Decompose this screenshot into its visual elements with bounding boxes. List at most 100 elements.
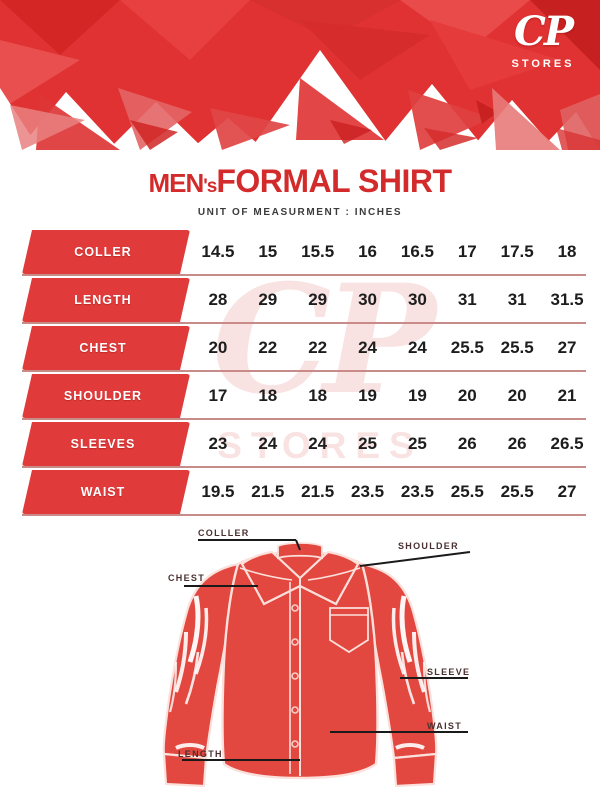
table-cell: 27	[557, 338, 577, 357]
table-cell: 22	[308, 338, 328, 357]
row-label: CHEST	[79, 341, 127, 355]
page-subtitle: UNIT OF MEASURMENT : INCHES	[197, 207, 403, 218]
table-cell: 25.5	[450, 482, 484, 501]
table-cell: 25.5	[500, 482, 534, 501]
table-cell: 18	[258, 386, 278, 405]
table-cell: 29	[308, 290, 328, 309]
row-values: 23 24 24 25 25 26 26 26.5	[193, 422, 592, 466]
table-row: WAIST 19.5 21.5 21.5 23.5 23.5 25.5 25.5 27	[0, 468, 600, 516]
leader-shoulder	[359, 551, 471, 567]
row-separator	[22, 322, 586, 324]
row-label: SLEEVES	[70, 437, 136, 451]
table-cell: 22	[258, 338, 278, 357]
row-label-shape	[22, 422, 190, 466]
row-label: LENGTH	[74, 293, 132, 307]
table-cell: 23.5	[400, 482, 434, 501]
table-cell: 18	[557, 242, 577, 261]
table-cell: 23	[208, 434, 228, 453]
table-cell: 26	[507, 434, 527, 453]
row-label-shape	[22, 374, 190, 418]
table-cell: 17	[208, 386, 228, 405]
table-cell: 24	[308, 434, 328, 453]
table-cell: 20	[457, 386, 477, 405]
table-cell: 25.5	[500, 338, 534, 357]
table-cell: 15.5	[301, 242, 335, 261]
title-men-word: MEN	[148, 168, 204, 198]
header-banner: CP STORES	[0, 0, 600, 150]
table-row: SLEEVES 23 24 24 25 25 26 26 26.5	[0, 420, 600, 468]
row-label-shape	[22, 278, 190, 322]
title-formal-shirt: FORMAL SHIRT	[216, 163, 452, 199]
table-cell: 28	[208, 290, 228, 309]
diagram-label-chest: CHEST	[168, 573, 206, 583]
table-cell: 19	[358, 386, 378, 405]
table-cell: 25.5	[450, 338, 484, 357]
row-values: 20 22 22 24 24 25.5 25.5 27	[193, 326, 592, 370]
size-chart-table: COLLER 14.5 15 15.5 16 16.5 17 17.5 18 LENGTH 28 29…	[0, 228, 600, 516]
row-label: WAIST	[80, 485, 126, 499]
row-values: 19.5 21.5 21.5 23.5 23.5 25.5 25.5 27	[193, 470, 592, 514]
table-cell: 21.5	[301, 482, 335, 501]
row-separator	[22, 418, 586, 420]
shirt-diagram: COLLLER SHOULDER CHEST SLEEVE WAIST LENG…	[0, 512, 600, 800]
title-apostrophe-s: 's	[203, 176, 217, 197]
table-cell: 30	[407, 290, 427, 309]
table-cell: 31	[507, 290, 527, 309]
table-cell: 16	[358, 242, 378, 261]
table-cell: 30	[358, 290, 378, 309]
table-cell: 24	[258, 434, 278, 453]
table-cell: 14.5	[201, 242, 235, 261]
table-row: LENGTH 28 29 29 30 30 31 31 31.5	[0, 276, 600, 324]
title-block: MEN'sFORMAL SHIRT UNIT OF MEASURMENT : I…	[0, 163, 600, 218]
page-title: MEN'sFORMAL SHIRT	[0, 163, 600, 200]
row-separator	[22, 514, 586, 516]
table-cell: 15	[258, 242, 278, 261]
diagram-label-sleeve: SLEEVE	[427, 667, 471, 677]
shirt-body	[162, 542, 438, 788]
table-cell: 20	[507, 386, 527, 405]
brand-logo-subtitle: STORES	[511, 58, 575, 70]
brand-logo: CP STORES	[500, 8, 586, 90]
table-cell: 19	[407, 386, 427, 405]
row-label-shape	[22, 470, 190, 514]
table-cell: 17.5	[500, 242, 534, 261]
table-cell: 17	[457, 242, 477, 261]
table-row: CHEST 20 22 22 24 24 25.5 25.5 27	[0, 324, 600, 372]
table-cell: 19.5	[201, 482, 235, 501]
row-separator	[22, 274, 586, 276]
row-label: COLLER	[74, 245, 132, 259]
row-values: 14.5 15 15.5 16 16.5 17 17.5 18	[193, 230, 592, 274]
table-cell: 18	[308, 386, 328, 405]
table-cell: 20	[208, 338, 228, 357]
table-row: SHOULDER 17 18 18 19 19 20 20 21	[0, 372, 600, 420]
diagram-label-length: LENGTH	[178, 749, 223, 759]
diagram-label-coller: COLLLER	[198, 528, 250, 538]
row-label-shape	[22, 326, 190, 370]
table-cell: 16.5	[400, 242, 434, 261]
leader-lines	[182, 539, 471, 761]
table-row: COLLER 14.5 15 15.5 16 16.5 17 17.5 18	[0, 228, 600, 276]
table-cell: 21.5	[251, 482, 285, 501]
row-values: 17 18 18 19 19 20 20 21	[193, 374, 592, 418]
brand-logo-mark: CP	[514, 8, 574, 55]
table-cell: 31.5	[550, 290, 584, 309]
row-separator	[22, 466, 586, 468]
low-poly-pattern	[0, 0, 600, 150]
table-cell: 31	[457, 290, 477, 309]
table-cell: 24	[407, 338, 427, 357]
table-cell: 27	[557, 482, 577, 501]
row-separator	[22, 370, 586, 372]
table-cell: 21	[557, 386, 577, 405]
table-cell: 24	[358, 338, 378, 357]
table-cell: 26	[457, 434, 477, 453]
diagram-label-shoulder: SHOULDER	[398, 541, 459, 551]
table-cell: 23.5	[351, 482, 385, 501]
diagram-label-waist: WAIST	[427, 721, 462, 731]
title-mens: MEN's	[148, 168, 217, 198]
table-cell: 26.5	[550, 434, 584, 453]
row-label: SHOULDER	[63, 389, 143, 403]
shirt-illustration	[162, 539, 471, 788]
table-cell: 29	[258, 290, 278, 309]
row-values: 28 29 29 30 30 31 31 31.5	[193, 278, 592, 322]
table-cell: 25	[358, 434, 378, 453]
